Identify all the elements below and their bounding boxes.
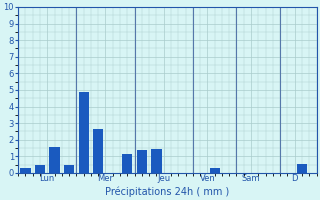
Bar	[78, 92, 89, 173]
X-axis label: Précipitations 24h ( mm ): Précipitations 24h ( mm )	[105, 186, 229, 197]
Bar	[49, 147, 60, 173]
Bar	[64, 165, 74, 173]
Bar	[151, 149, 162, 173]
Bar	[93, 129, 103, 173]
Bar	[137, 150, 147, 173]
Bar	[122, 154, 132, 173]
Bar	[20, 168, 30, 173]
Bar	[210, 168, 220, 173]
Bar	[297, 164, 307, 173]
Bar	[35, 165, 45, 173]
